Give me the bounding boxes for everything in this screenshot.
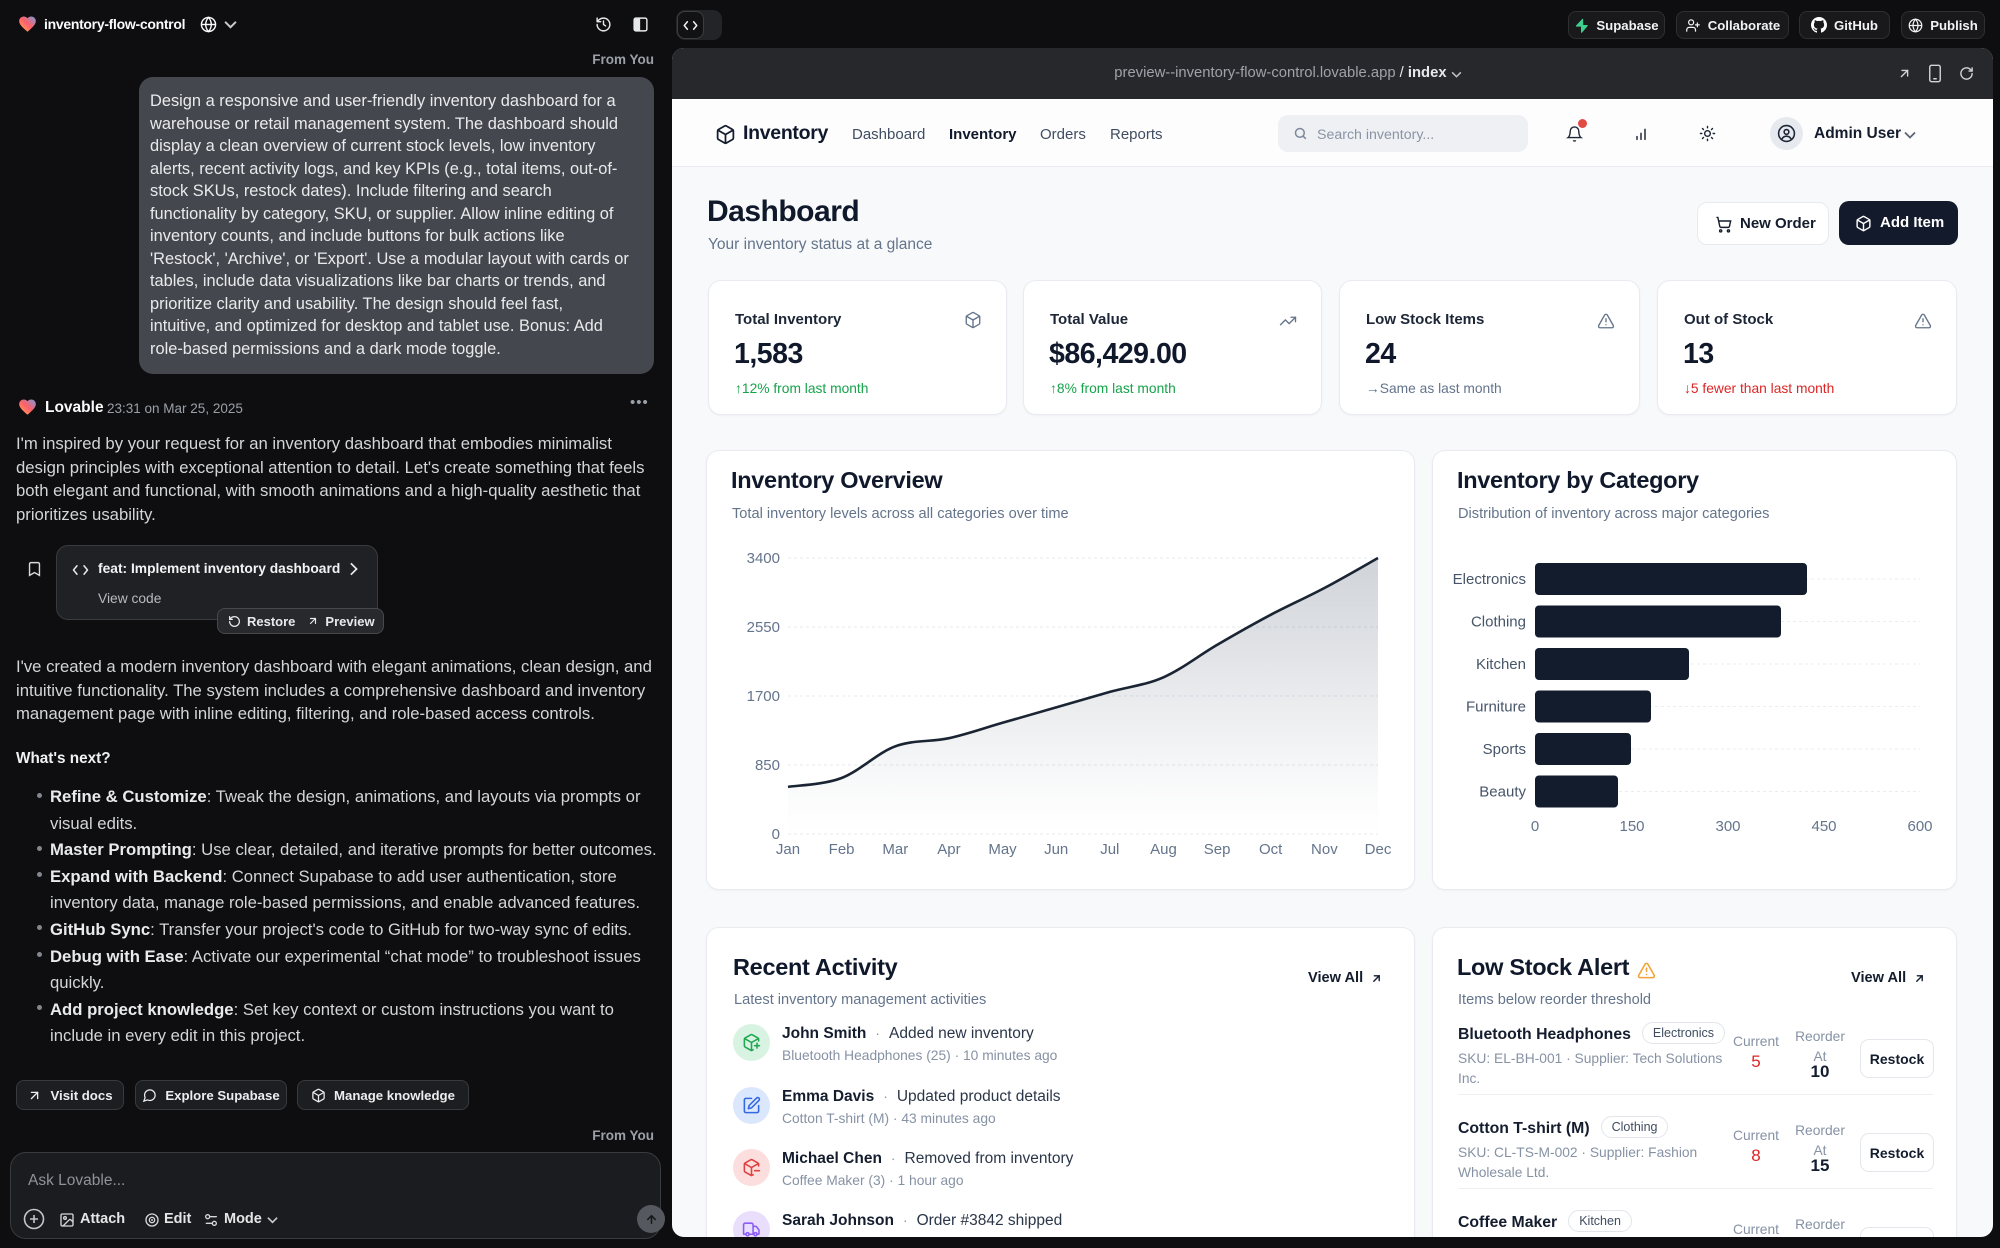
svg-text:Oct: Oct xyxy=(1259,841,1283,858)
svg-text:600: 600 xyxy=(1907,818,1932,835)
svg-text:0: 0 xyxy=(772,826,780,843)
svg-text:Jun: Jun xyxy=(1044,841,1068,858)
svg-text:Electronics: Electronics xyxy=(1453,571,1526,588)
svg-text:Jul: Jul xyxy=(1100,841,1119,858)
svg-text:300: 300 xyxy=(1715,818,1740,835)
svg-text:Sep: Sep xyxy=(1204,841,1231,858)
svg-text:850: 850 xyxy=(755,757,780,774)
svg-text:3400: 3400 xyxy=(747,550,780,567)
svg-text:Nov: Nov xyxy=(1311,841,1338,858)
svg-text:Sports: Sports xyxy=(1483,741,1526,758)
svg-text:Clothing: Clothing xyxy=(1471,614,1526,631)
svg-text:May: May xyxy=(988,841,1017,858)
svg-text:Apr: Apr xyxy=(937,841,960,858)
svg-text:Beauty: Beauty xyxy=(1479,784,1526,801)
svg-text:Furniture: Furniture xyxy=(1466,699,1526,716)
svg-text:Mar: Mar xyxy=(882,841,908,858)
svg-text:150: 150 xyxy=(1619,818,1644,835)
svg-text:Kitchen: Kitchen xyxy=(1476,656,1526,673)
svg-text:1700: 1700 xyxy=(747,688,780,705)
svg-text:Feb: Feb xyxy=(829,841,855,858)
svg-text:450: 450 xyxy=(1811,818,1836,835)
svg-text:Dec: Dec xyxy=(1365,841,1392,858)
svg-text:Aug: Aug xyxy=(1150,841,1177,858)
svg-text:2550: 2550 xyxy=(747,619,780,636)
svg-text:Jan: Jan xyxy=(776,841,800,858)
svg-text:0: 0 xyxy=(1531,818,1539,835)
